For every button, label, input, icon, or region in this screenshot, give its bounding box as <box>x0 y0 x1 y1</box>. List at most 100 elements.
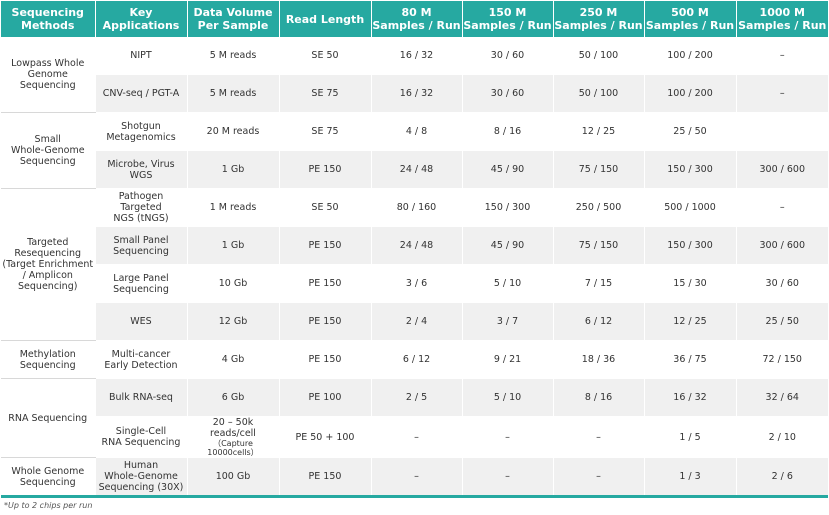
table-row: Small Panel Sequencing 1 Gb PE 150 24 / 48 45… <box>1 226 828 265</box>
data-volume-cell: 4 Gb <box>187 340 280 379</box>
read-length-cell: PE 150 <box>279 150 372 189</box>
samples-500m-cell: 100 / 200 <box>644 37 737 75</box>
table-row: Whole Genome Sequencing Human Whole-Genome S… <box>1 457 828 495</box>
samples-1000m-cell: – <box>736 188 828 227</box>
data-volume-cell: 6 Gb <box>187 378 280 417</box>
samples-500m-cell: 1 / 5 <box>644 416 737 458</box>
samples-150m-cell: 9 / 21 <box>462 340 554 379</box>
method-methylation-sequencing: Methylation Sequencing <box>1 340 96 379</box>
read-length-cell: PE 50 + 100 <box>279 416 372 458</box>
samples-80m-cell: 80 / 160 <box>371 188 463 227</box>
samples-250m-cell: 75 / 150 <box>553 226 645 265</box>
samples-250m-cell: 12 / 25 <box>553 112 645 151</box>
application-cell: WES <box>95 302 188 341</box>
samples-250m-cell: 250 / 500 <box>553 188 645 227</box>
samples-150m-cell: 30 / 60 <box>462 37 554 75</box>
header-methods: Sequencing Methods <box>1 1 96 37</box>
header-250m: 250 M Samples / Run <box>553 1 645 37</box>
samples-500m-cell: 15 / 30 <box>644 264 737 303</box>
samples-80m-cell: 16 / 32 <box>371 37 463 75</box>
read-length-cell: SE 50 <box>279 37 372 75</box>
method-whole-genome-sequencing: Whole Genome Sequencing <box>1 457 96 495</box>
samples-1000m-cell: 2 / 10 <box>736 416 828 458</box>
application-cell: Human Whole-Genome Sequencing (30X) <box>95 457 188 495</box>
samples-500m-cell: 12 / 25 <box>644 302 737 341</box>
header-80m: 80 M Samples / Run <box>371 1 463 37</box>
samples-80m-cell: 16 / 32 <box>371 74 463 113</box>
samples-150m-cell: – <box>462 416 554 458</box>
sequencing-capacity-table: Sequencing Methods Key Applications Data V… <box>1 1 828 495</box>
header-150m: 150 M Samples / Run <box>462 1 554 37</box>
samples-1000m-cell: 72 / 150 <box>736 340 828 379</box>
method-lowpass-wgs: Lowpass Whole Genome Sequencing <box>1 37 96 113</box>
data-volume-cell: 1 M reads <box>187 188 280 227</box>
samples-500m-cell: 100 / 200 <box>644 74 737 113</box>
table-row: RNA Sequencing Bulk RNA-seq 6 Gb PE 100 2 / … <box>1 378 828 458</box>
bottom-accent-bar <box>1 495 828 498</box>
application-cell: Large Panel Sequencing <box>95 264 188 303</box>
samples-1000m-cell: 300 / 600 <box>736 150 828 189</box>
samples-150m-cell: 3 / 7 <box>462 302 554 341</box>
samples-80m-cell: 24 / 48 <box>371 150 463 189</box>
samples-500m-cell: 500 / 1000 <box>644 188 737 227</box>
method-rna-sequencing: RNA Sequencing <box>1 378 96 458</box>
samples-1000m-cell: 25 / 50 <box>736 302 828 341</box>
samples-250m-cell: – <box>553 416 645 458</box>
header-read-length: Read Length <box>279 1 372 37</box>
samples-80m-cell: 2 / 4 <box>371 302 463 341</box>
data-volume-cell: 5 M reads <box>187 74 280 113</box>
header-1000m: 1000 M Samples / Run <box>736 1 828 37</box>
table-row: Targeted Resequencing (Target Enrichment / … <box>1 188 828 341</box>
samples-80m-cell: 24 / 48 <box>371 226 463 265</box>
samples-500m-cell: 1 / 3 <box>644 457 737 495</box>
read-length-cell: PE 100 <box>279 378 372 417</box>
samples-80m-cell: 4 / 8 <box>371 112 463 151</box>
application-cell: Microbe, Virus WGS <box>95 150 188 189</box>
samples-150m-cell: 150 / 300 <box>462 188 554 227</box>
samples-500m-cell: 16 / 32 <box>644 378 737 417</box>
samples-500m-cell: 150 / 300 <box>644 226 737 265</box>
samples-150m-cell: 45 / 90 <box>462 226 554 265</box>
data-volume-cell: 20 M reads <box>187 112 280 151</box>
data-volume-cell: 1 Gb <box>187 150 280 189</box>
table-row: Methylation Sequencing Multi-cancer Early D… <box>1 340 828 379</box>
capture-note: （Capture 10000cells） <box>207 439 259 457</box>
samples-80m-cell: – <box>371 457 463 495</box>
data-volume-cell: 100 Gb <box>187 457 280 495</box>
samples-80m-cell: 3 / 6 <box>371 264 463 303</box>
application-cell: Single-Cell RNA Sequencing <box>95 416 188 458</box>
method-small-wgs: Small Whole-Genome Sequencing <box>1 112 96 189</box>
samples-250m-cell: – <box>553 457 645 495</box>
table-row: Small Whole-Genome Sequencing Shotgun Metage… <box>1 112 828 189</box>
samples-250m-cell: 7 / 15 <box>553 264 645 303</box>
samples-250m-cell: 18 / 36 <box>553 340 645 379</box>
data-volume-cell: 5 M reads <box>187 37 280 75</box>
header-row: Sequencing Methods Key Applications Data V… <box>1 1 828 37</box>
application-cell: Pathogen Targeted NGS (tNGS) <box>95 188 188 227</box>
table-row: Lowpass Whole Genome Sequencing NIPT 5 M rea… <box>1 37 828 113</box>
application-cell: Multi-cancer Early Detection <box>95 340 188 379</box>
application-cell: CNV-seq / PGT-A <box>95 74 188 113</box>
samples-250m-cell: 8 / 16 <box>553 378 645 417</box>
application-cell: Bulk RNA-seq <box>95 378 188 417</box>
read-length-cell: SE 75 <box>279 74 372 113</box>
samples-80m-cell: – <box>371 416 463 458</box>
samples-150m-cell: 5 / 10 <box>462 378 554 417</box>
application-cell: NIPT <box>95 37 188 75</box>
samples-1000m-cell: 32 / 64 <box>736 378 828 417</box>
data-volume-cell: 1 Gb <box>187 226 280 265</box>
read-length-cell: PE 150 <box>279 457 372 495</box>
samples-500m-cell: 150 / 300 <box>644 150 737 189</box>
header-500m: 500 M Samples / Run <box>644 1 737 37</box>
samples-1000m-cell: 300 / 600 <box>736 226 828 265</box>
samples-250m-cell: 50 / 100 <box>553 37 645 75</box>
table-row: Microbe, Virus WGS 1 Gb PE 150 24 / 48 45 / 9… <box>1 150 828 189</box>
samples-250m-cell: 6 / 12 <box>553 302 645 341</box>
samples-80m-cell: 6 / 12 <box>371 340 463 379</box>
table-row: CNV-seq / PGT-A 5 M reads SE 75 16 / 32 30 /… <box>1 74 828 113</box>
samples-1000m-cell: 30 / 60 <box>736 264 828 303</box>
table-row: Single-Cell RNA Sequencing 20 – 50k reads/… <box>1 416 828 458</box>
